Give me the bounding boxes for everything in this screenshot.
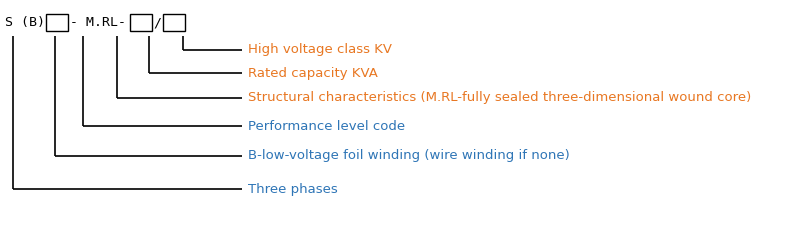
Text: Structural characteristics (M.RL-fully sealed three-dimensional wound core): Structural characteristics (M.RL-fully s…	[248, 92, 751, 105]
Text: S (B): S (B)	[5, 16, 45, 29]
Bar	[130, 14, 152, 31]
Text: /: /	[153, 16, 161, 29]
Text: Rated capacity KVA: Rated capacity KVA	[248, 66, 378, 79]
Text: High voltage class KV: High voltage class KV	[248, 44, 392, 57]
Text: B-low-voltage foil winding (wire winding if none): B-low-voltage foil winding (wire winding…	[248, 150, 570, 163]
Text: Three phases: Three phases	[248, 183, 338, 196]
Text: Performance level code: Performance level code	[248, 120, 405, 133]
Bar	[163, 14, 185, 31]
Text: - M.RL-: - M.RL-	[70, 16, 126, 29]
Bar	[46, 14, 68, 31]
